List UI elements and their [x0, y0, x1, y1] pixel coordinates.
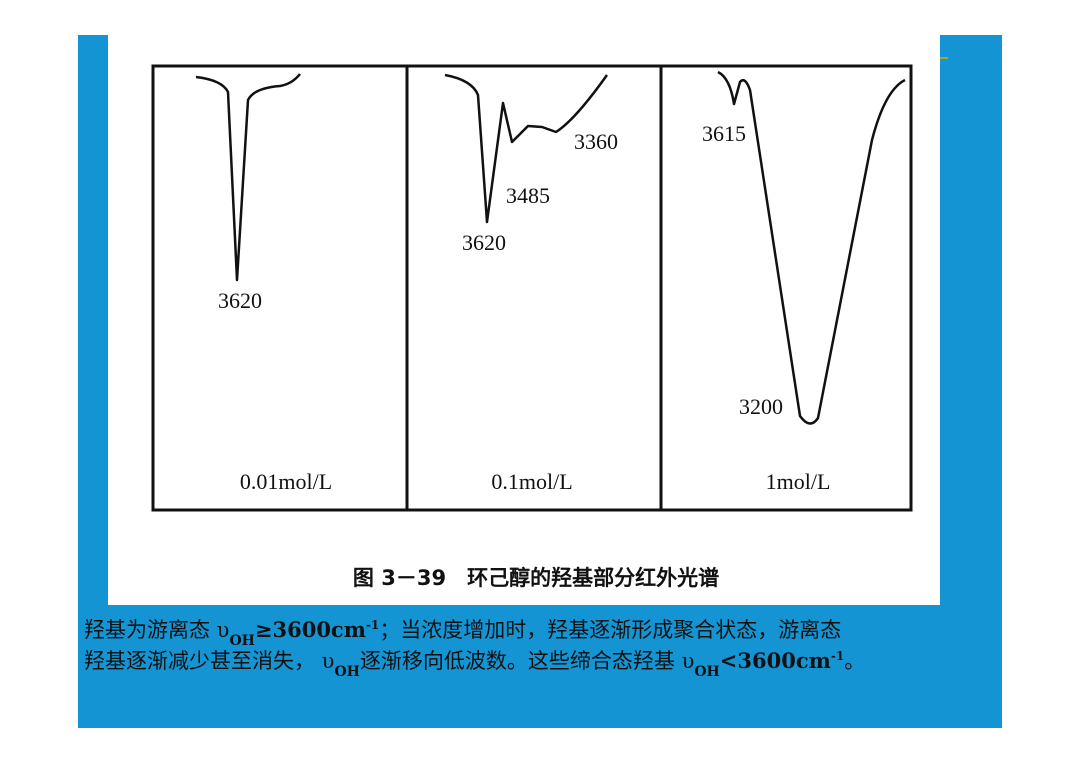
text: 逐渐移向低波数。这些缔合态羟基 υ: [359, 649, 695, 673]
text: ≥3600cm: [254, 617, 366, 642]
text: 羟基为游离态 υ: [84, 618, 230, 642]
figure-frame: [151, 64, 913, 512]
superscript: -1: [830, 649, 845, 663]
spectrum-curve: [444, 73, 609, 224]
paragraph-line: 羟基为游离态 υOH≥3600cm-1；当浓度增加时，羟基逐渐形成聚合状态，游离…: [84, 614, 841, 649]
figure-caption: 图 3－39 环己醇的羟基部分红外光谱: [353, 566, 719, 590]
panel-label: 1mol/L: [766, 469, 831, 494]
peak-label: 3620: [218, 288, 262, 313]
panel-label: 0.1mol/L: [491, 469, 572, 494]
peak-label: 3360: [574, 129, 618, 154]
text: <3600cm: [719, 648, 831, 673]
panel-label: 0.01mol/L: [240, 469, 332, 494]
text: 。: [844, 649, 866, 673]
peak-label: 3485: [506, 183, 550, 208]
peak-label: 3620: [462, 230, 506, 255]
spectrum-curve: [195, 73, 301, 282]
text: ；当浓度增加时，羟基逐渐形成聚合状态，游离态: [379, 618, 842, 642]
peak-label: 3200: [739, 394, 783, 419]
subscript: OH: [694, 664, 720, 680]
subscript: OH: [229, 633, 255, 649]
superscript: -1: [365, 618, 380, 632]
peak-label: 3615: [702, 121, 746, 146]
text: 羟基逐渐减少甚至消失， υ: [84, 649, 335, 673]
paragraph-line: 羟基逐渐减少甚至消失， υOH逐渐移向低波数。这些缔合态羟基 υOH<3600c…: [84, 645, 865, 680]
subscript: OH: [334, 664, 360, 680]
spectrum-curve: [717, 70, 906, 425]
